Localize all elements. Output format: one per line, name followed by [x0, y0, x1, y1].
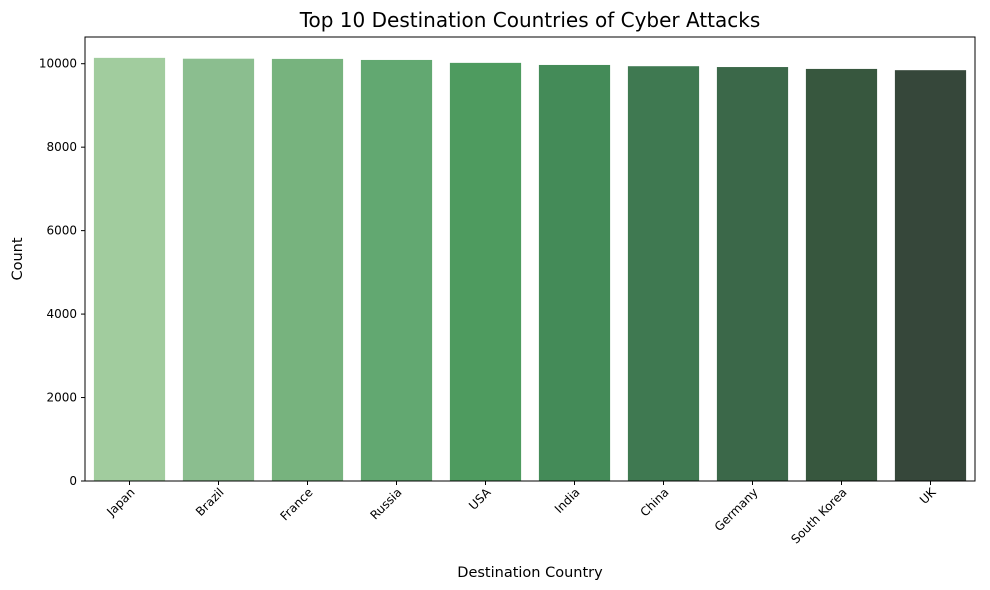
y-tick-label: 4000 [46, 307, 77, 321]
x-tick-label: Germany [712, 485, 761, 534]
bar-russia [360, 59, 433, 482]
bar-germany [716, 67, 789, 482]
x-axis: Japan Brazil France Russia USA India China Germ… [103, 481, 939, 547]
x-tick-label: Russia [367, 485, 404, 522]
y-tick-label: 6000 [46, 224, 77, 238]
x-tick-label: USA [466, 485, 494, 513]
x-tick-label: India [552, 485, 583, 516]
plot-frame [84, 36, 976, 482]
x-axis-label: Destination Country [457, 565, 603, 581]
bars-group [93, 57, 967, 482]
bar-brazil [182, 58, 255, 481]
x-tick-label: China [637, 485, 671, 519]
x-tick-label: Brazil [193, 485, 227, 519]
y-axis: 0 2000 4000 6000 8000 10000 [39, 57, 85, 488]
x-tick-label: South Korea [788, 485, 849, 546]
bar-uk [894, 70, 967, 482]
y-axis-label: Count [10, 237, 26, 280]
bar-south-korea [805, 68, 878, 481]
y-tick-label: 10000 [39, 57, 77, 71]
x-tick-label: France [278, 485, 316, 523]
bar-usa [449, 62, 522, 481]
bar-india [538, 64, 611, 481]
y-tick-label: 0 [69, 474, 77, 488]
y-tick-label: 2000 [46, 391, 77, 405]
chart-title: Top 10 Destination Countries of Cyber At… [299, 8, 761, 32]
bar-japan [93, 57, 166, 482]
x-tick-label: Japan [103, 485, 137, 519]
x-tick-label: UK [917, 484, 939, 506]
y-tick-label: 8000 [46, 140, 77, 154]
bar-france [271, 58, 344, 481]
bar-china [627, 66, 700, 482]
